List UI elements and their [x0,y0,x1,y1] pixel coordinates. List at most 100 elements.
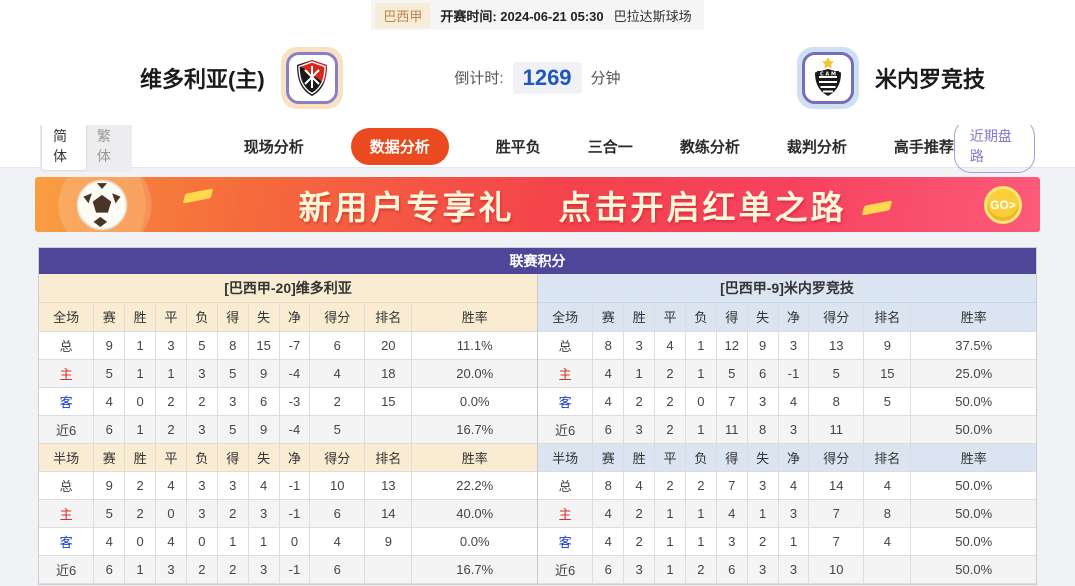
column-header-row: 半场赛胜平负得失净得分 排名 胜率 [538,442,1036,472]
nav-item-裁判分析[interactable]: 裁判分析 [786,138,847,156]
column-header: 半场 [39,442,95,472]
table-cell: 5 [863,386,912,416]
table-cell: 5 [93,498,126,528]
table-cell: 4 [309,526,366,556]
table-cell: 6 [309,498,366,528]
table-cell: 2 [684,470,717,500]
column-header: 胜 [124,442,157,472]
countdown-label: 倒计时: [454,70,504,87]
table-row: 总 8 3 4 1 12 9 3 13 9 37.5% [538,330,1036,360]
table-cell: 4 [93,526,126,556]
column-header: 半场 [538,442,594,472]
table-cell: -1 [777,358,810,388]
table-cell: 0 [124,386,157,416]
table-cell: 10 [309,470,366,500]
table-cell: -1 [278,554,311,584]
table-row: 客 4 0 4 0 1 1 0 4 9 0.0% [39,526,537,556]
nav-item-三合一[interactable]: 三合一 [587,138,633,156]
table-row: 客 4 2 1 1 3 2 1 7 4 50.0% [538,526,1036,556]
column-header: 排名 [863,303,912,332]
table-cell: 6 [746,358,779,388]
table-cell: 2 [623,526,656,556]
table-cell: 0 [278,526,311,556]
column-header: 得 [715,303,748,332]
column-header: 负 [185,442,218,472]
table-cell: 11.1% [411,330,537,360]
table-cell: 0 [124,526,157,556]
table-cell: 3 [247,498,280,528]
language-toggle: 简体 繁体 [40,120,132,172]
table-cell: 客 [538,386,594,416]
table-cell: 6 [247,386,280,416]
table-cell: 7 [715,386,748,416]
home-team-name: 维多利亚(主) [140,66,265,92]
soccer-ball-icon [76,179,128,231]
column-header: 赛 [93,442,126,472]
lang-simplified-button[interactable]: 简体 [42,122,86,170]
table-cell: 10 [808,554,865,584]
column-header: 胜 [623,303,656,332]
table-cell: 2 [185,554,218,584]
nav-item-数据分析[interactable]: 数据分析 [350,127,449,165]
table-cell: 2 [654,470,686,500]
table-cell: 1 [684,526,717,556]
column-header: 得 [715,442,748,472]
table-cell: 3 [247,554,280,584]
nav-item-高手推荐[interactable]: 高手推荐 [893,138,954,156]
column-header: 净 [278,303,311,332]
table-cell: 4 [247,470,280,500]
column-header: 净 [278,442,311,472]
table-cell: 5 [185,330,218,360]
table-cell: 4 [654,330,686,360]
away-team: C A M 米内罗竞技 [796,46,985,109]
table-cell: 1 [684,414,717,444]
table-cell: 3 [155,554,187,584]
nav-item-现场分析[interactable]: 现场分析 [243,138,304,156]
table-cell: 6 [309,330,366,360]
table-cell: 50.0% [910,386,1036,416]
lang-traditional-button[interactable]: 繁体 [96,128,111,164]
table-cell: 1 [124,330,157,360]
table-cell: 3 [185,498,218,528]
vitoria-crest-icon [280,46,343,109]
recent-trends-button[interactable]: 近期盘路 [953,119,1035,173]
table-cell: 2 [309,386,366,416]
column-header: 胜 [124,303,157,332]
table-cell [863,414,912,444]
table-cell: 9 [247,414,280,444]
table-cell: -7 [278,330,311,360]
column-header: 净 [777,303,810,332]
table-cell: 9 [247,358,280,388]
column-header: 赛 [592,303,625,332]
banner-text: 新用户专享礼 点击开启红单之路 [35,177,1040,232]
column-header: 全场 [39,303,95,332]
table-cell: -4 [278,358,311,388]
nav-item-教练分析[interactable]: 教练分析 [679,138,740,156]
promo-banner[interactable]: 新用户专享礼 点击开启红单之路 GO> [35,177,1040,232]
table-cell: 近6 [39,554,95,584]
column-header-row: 半场赛胜平负得失净得分 排名 胜率 [39,442,537,472]
countdown: 倒计时: 1269 分钟 [454,61,621,94]
nav-items: 现场分析 数据分析 胜平负 三合一 教练分析 裁判分析 高手推荐 [243,127,954,165]
away-team-name: 米内罗竞技 [874,66,985,92]
table-cell: 0.0% [411,386,537,416]
table-cell: 4 [592,358,625,388]
table-cell: 2 [155,386,187,416]
team-header: [巴西甲-9]米内罗竞技 [538,274,1036,303]
table-cell: 1 [654,526,686,556]
table-cell [364,414,413,444]
table-cell: 13 [808,330,865,360]
go-button[interactable]: GO> [984,185,1022,224]
table-cell: 客 [39,386,95,416]
table-cell: 50.0% [910,554,1036,584]
table-cell [364,554,413,584]
table-cell: 5 [309,414,366,444]
nav-item-胜平负[interactable]: 胜平负 [495,138,541,156]
table-cell: 3 [185,358,218,388]
table-row: 近6 6 1 3 2 2 3 -1 6 16.7% [39,554,537,584]
table-cell: 2 [654,386,686,416]
table-cell: 2 [216,554,249,584]
column-header: 平 [654,303,686,332]
table-cell: 3 [715,526,748,556]
column-header: 排名 [863,442,912,472]
